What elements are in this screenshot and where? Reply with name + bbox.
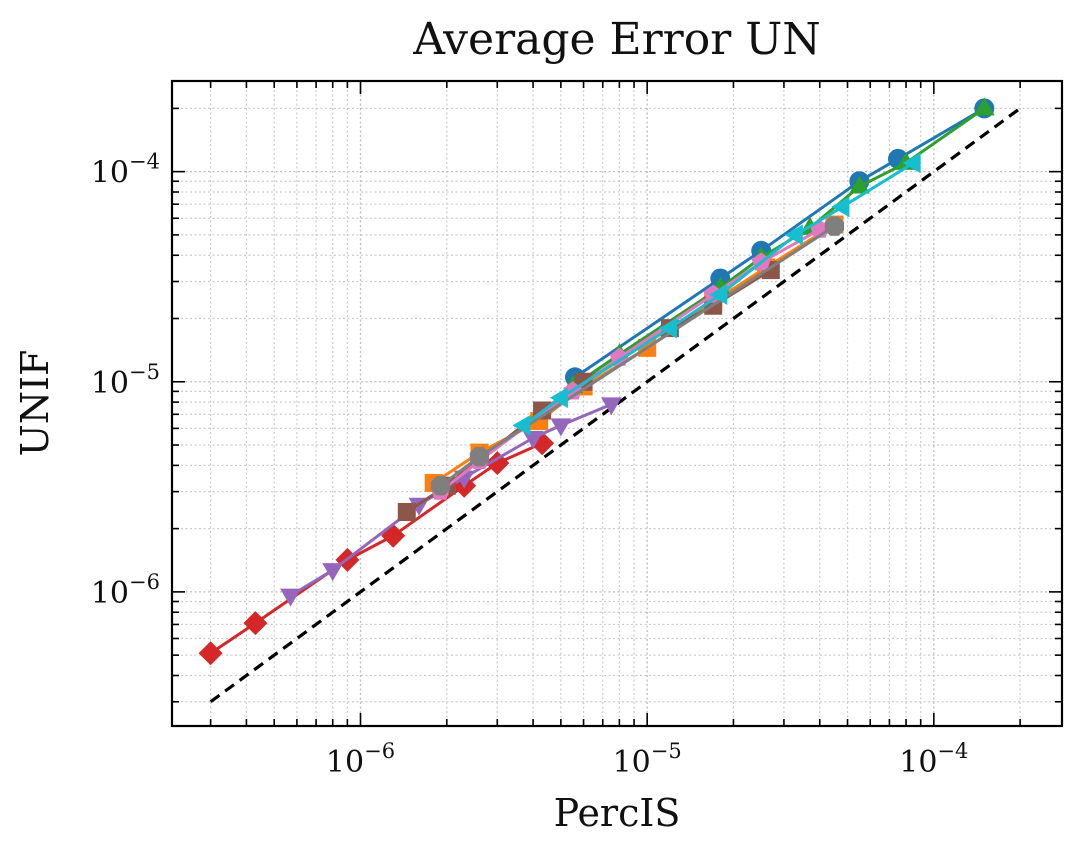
data-point bbox=[549, 387, 568, 409]
data-point bbox=[522, 431, 544, 449]
tick-labels: 10−6 10−5 10−4 10−6 10−5 10−4 bbox=[91, 150, 969, 780]
series-9 bbox=[512, 152, 921, 436]
grid bbox=[172, 81, 1062, 726]
data-point bbox=[902, 152, 921, 174]
data-point bbox=[469, 447, 490, 467]
data-point bbox=[322, 563, 344, 582]
series-group bbox=[198, 97, 995, 666]
data-point bbox=[485, 451, 510, 476]
series-8 bbox=[430, 216, 845, 496]
data-point bbox=[709, 284, 728, 305]
y-tick-label: 10−4 bbox=[91, 150, 160, 191]
series-line bbox=[574, 107, 986, 379]
data-point bbox=[784, 224, 803, 246]
data-point bbox=[550, 418, 572, 437]
x-tick-label: 10−6 bbox=[326, 739, 395, 780]
data-point bbox=[512, 415, 531, 436]
data-point bbox=[280, 588, 301, 607]
data-point bbox=[849, 175, 870, 194]
data-point bbox=[243, 611, 268, 636]
data-point bbox=[198, 641, 223, 666]
y-tick-label: 10−6 bbox=[91, 570, 160, 611]
series-4 bbox=[198, 431, 555, 666]
x-axis-label: PercIS bbox=[554, 791, 681, 835]
reference-line bbox=[209, 107, 1022, 704]
data-point bbox=[824, 216, 845, 236]
reference-line-path bbox=[209, 107, 1022, 704]
data-point bbox=[973, 97, 995, 116]
data-point bbox=[381, 523, 406, 548]
chart-title: Average Error UN bbox=[412, 14, 821, 65]
plot-frame bbox=[170, 79, 1064, 728]
data-point bbox=[658, 317, 677, 339]
data-point bbox=[430, 476, 451, 496]
ticks bbox=[172, 81, 1062, 726]
data-point bbox=[397, 502, 416, 521]
x-tick-label: 10−4 bbox=[899, 739, 968, 780]
data-point bbox=[831, 196, 850, 218]
data-point bbox=[601, 397, 622, 416]
y-axis-label: UNIF bbox=[13, 350, 57, 457]
y-tick-label: 10−5 bbox=[91, 360, 160, 401]
series-1 bbox=[564, 98, 995, 388]
x-tick-label: 10−5 bbox=[613, 739, 682, 780]
